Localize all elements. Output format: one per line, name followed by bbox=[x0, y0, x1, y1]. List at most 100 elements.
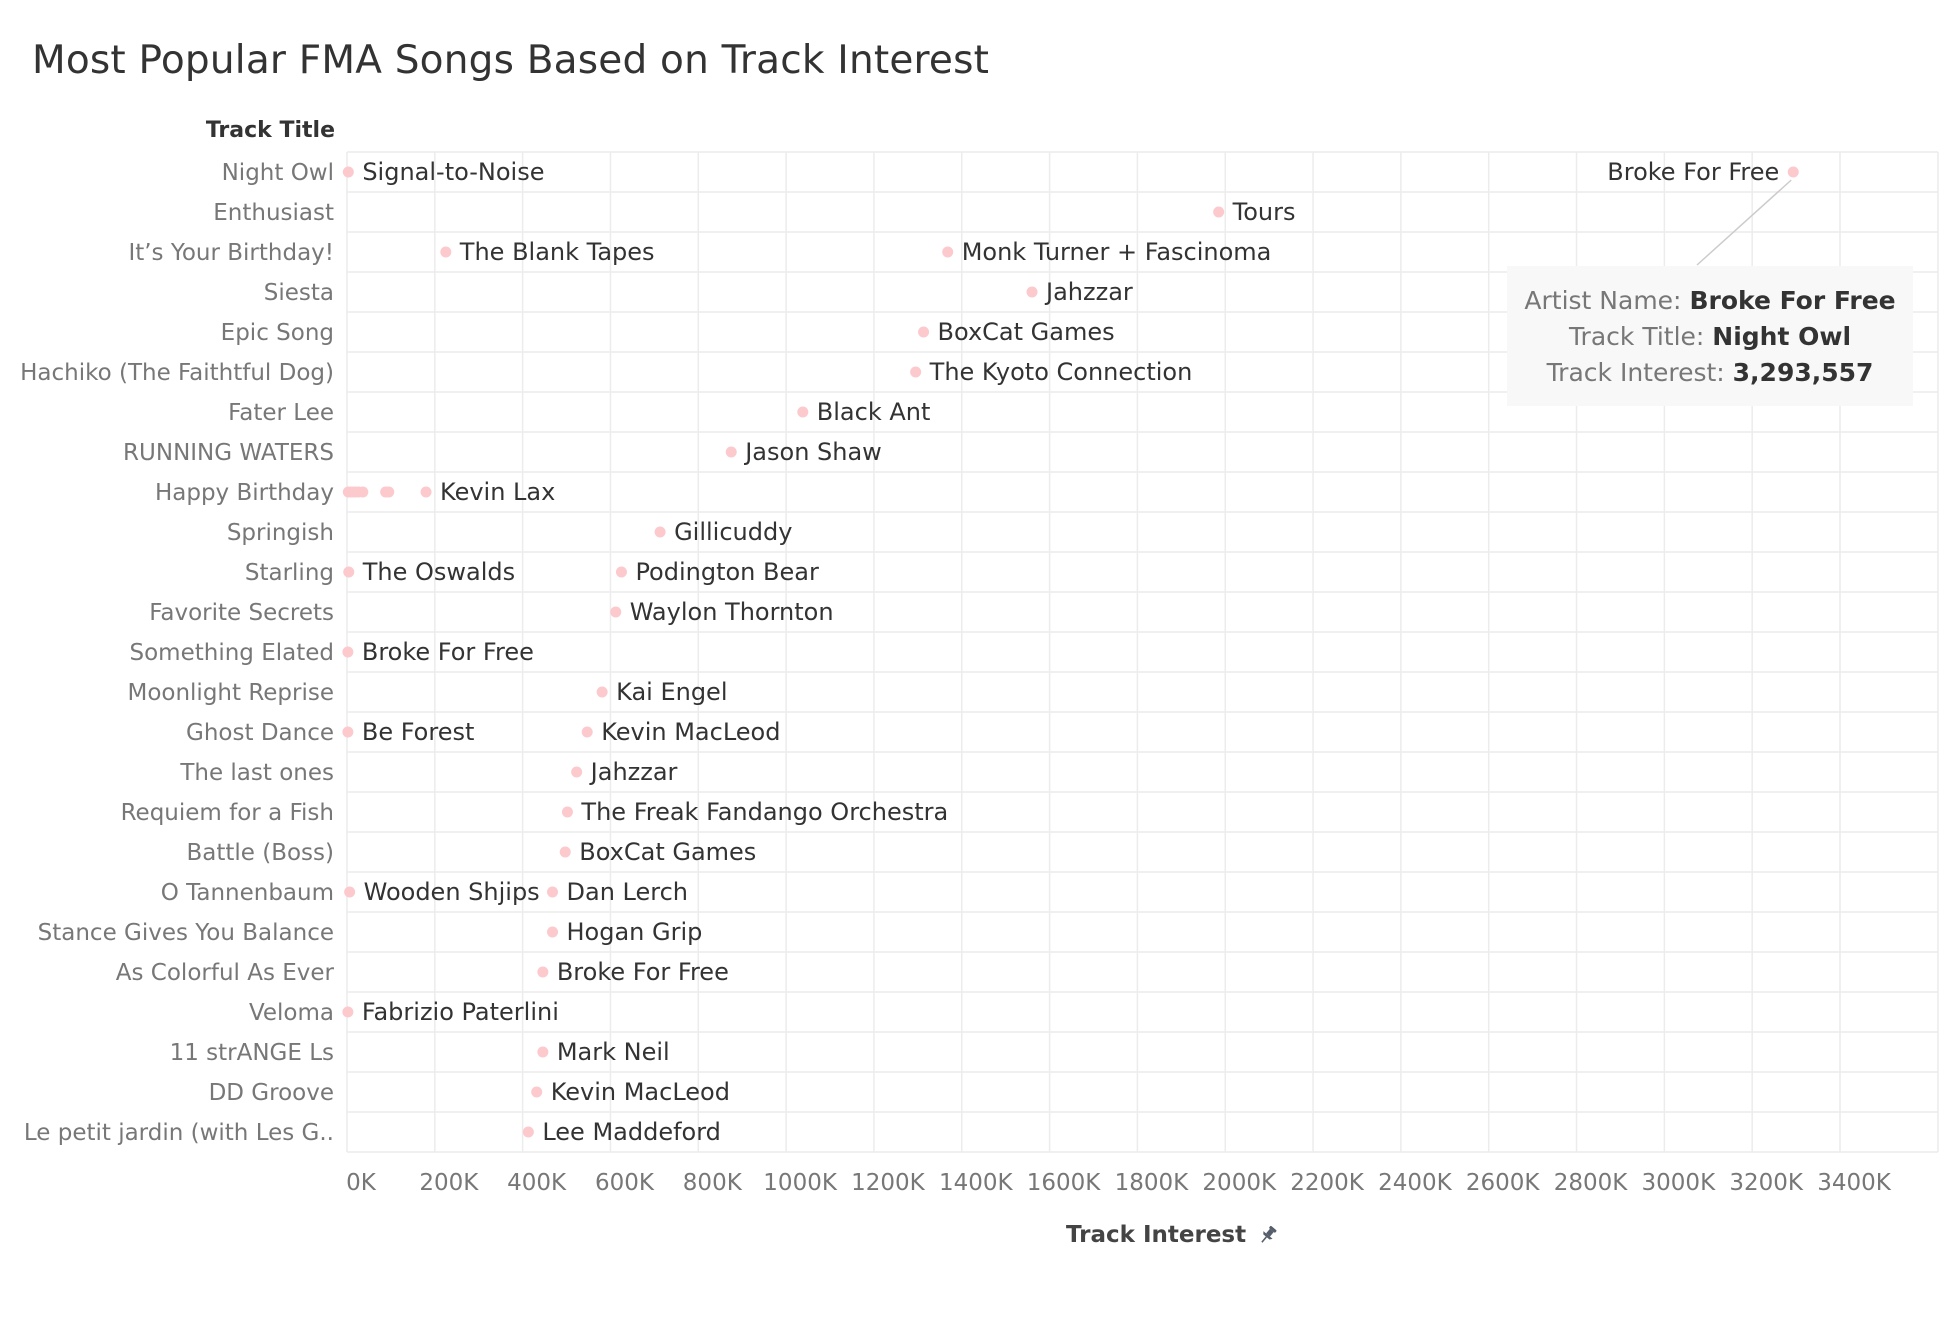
row-label: Fater Lee bbox=[228, 400, 334, 426]
data-point[interactable] bbox=[581, 726, 593, 738]
row-label: RUNNING WATERS bbox=[123, 440, 334, 466]
data-point[interactable] bbox=[561, 806, 573, 818]
data-point[interactable] bbox=[725, 446, 737, 458]
data-point[interactable] bbox=[918, 326, 930, 338]
row-label: O Tannenbaum bbox=[161, 880, 334, 906]
point-label: Kevin MacLeod bbox=[551, 1078, 730, 1106]
data-point[interactable] bbox=[342, 646, 354, 658]
row-label: Stance Gives You Balance bbox=[38, 920, 334, 946]
row-label: DD Groove bbox=[209, 1080, 334, 1106]
chart-title: Most Popular FMA Songs Based on Track In… bbox=[32, 38, 990, 83]
data-point[interactable] bbox=[547, 886, 559, 898]
point-label: Black Ant bbox=[817, 398, 931, 426]
row-label: Night Owl bbox=[222, 160, 334, 186]
data-point[interactable] bbox=[357, 486, 369, 498]
row-label: Ghost Dance bbox=[186, 720, 334, 746]
data-point[interactable] bbox=[522, 1126, 534, 1138]
point-label: Fabrizio Paterlini bbox=[362, 998, 559, 1026]
point-label: Kevin Lax bbox=[440, 478, 555, 506]
row-label: As Colorful As Ever bbox=[116, 960, 335, 986]
tooltip-interest-row: Track Interest: 3,293,557 bbox=[1507, 355, 1913, 391]
data-points[interactable] bbox=[342, 166, 1799, 1138]
x-tick-label: 1600K bbox=[1027, 1170, 1102, 1196]
x-tick-label: 2000K bbox=[1202, 1170, 1277, 1196]
row-label: Something Elated bbox=[130, 640, 334, 666]
point-label: BoxCat Games bbox=[938, 318, 1115, 346]
row-label: Battle (Boss) bbox=[186, 840, 334, 866]
data-point[interactable] bbox=[383, 486, 395, 498]
row-label: Siesta bbox=[264, 280, 334, 306]
row-label: Veloma bbox=[249, 1000, 334, 1026]
data-point[interactable] bbox=[1026, 286, 1038, 298]
point-label: Wooden Shjips bbox=[364, 878, 540, 906]
data-point[interactable] bbox=[596, 686, 608, 698]
data-point[interactable] bbox=[420, 486, 432, 498]
data-point[interactable] bbox=[342, 726, 354, 738]
point-label: Broke For Free bbox=[362, 638, 534, 666]
row-label: Starling bbox=[245, 560, 334, 586]
x-tick-label: 2800K bbox=[1554, 1170, 1629, 1196]
data-point[interactable] bbox=[571, 766, 583, 778]
data-point[interactable] bbox=[910, 366, 922, 378]
tooltip-artist-row: Artist Name: Broke For Free bbox=[1507, 283, 1913, 319]
point-label: Signal-to-Noise bbox=[362, 158, 544, 186]
row-label: Enthusiast bbox=[213, 200, 334, 226]
row-label: It’s Your Birthday! bbox=[128, 240, 334, 266]
x-tick-label: 2200K bbox=[1290, 1170, 1365, 1196]
data-point[interactable] bbox=[547, 926, 559, 938]
x-tick-label: 1800K bbox=[1115, 1170, 1190, 1196]
data-point[interactable] bbox=[610, 606, 622, 618]
data-point[interactable] bbox=[942, 246, 954, 258]
point-label: Jahzzar bbox=[589, 758, 678, 786]
point-label: Mark Neil bbox=[557, 1038, 670, 1066]
row-label: Le petit jardin (with Les G.. bbox=[24, 1120, 334, 1146]
tooltip-interest-value: 3,293,557 bbox=[1732, 358, 1874, 387]
row-header: Track Title bbox=[205, 118, 335, 143]
row-label: Requiem for a Fish bbox=[121, 800, 334, 826]
tooltip-track-value: Night Owl bbox=[1712, 322, 1852, 351]
grid-lines bbox=[346, 151, 1939, 1153]
data-point[interactable] bbox=[1213, 206, 1225, 218]
x-axis-title: Track Interest bbox=[1066, 1222, 1280, 1248]
x-tick-label: 600K bbox=[595, 1170, 655, 1196]
point-label: Podington Bear bbox=[635, 558, 819, 586]
data-point[interactable] bbox=[797, 406, 809, 418]
data-point[interactable] bbox=[342, 1006, 354, 1018]
x-tick-label: 2400K bbox=[1378, 1170, 1453, 1196]
data-point[interactable] bbox=[342, 166, 354, 178]
data-point[interactable] bbox=[654, 526, 666, 538]
point-label: Dan Lerch bbox=[567, 878, 689, 906]
x-tick-label: 3400K bbox=[1817, 1170, 1892, 1196]
point-label: Broke For Free bbox=[1607, 158, 1779, 186]
row-label: The last ones bbox=[179, 760, 334, 786]
row-label: Hachiko (The Faithtful Dog) bbox=[20, 360, 334, 386]
data-point[interactable] bbox=[615, 566, 627, 578]
point-label: Gillicuddy bbox=[674, 518, 792, 546]
point-label: Jason Shaw bbox=[743, 438, 882, 466]
x-tick-label: 800K bbox=[683, 1170, 743, 1196]
point-label: The Blank Tapes bbox=[459, 238, 655, 266]
point-label: Waylon Thornton bbox=[630, 598, 834, 626]
data-point[interactable] bbox=[537, 966, 549, 978]
data-point[interactable] bbox=[344, 886, 356, 898]
pin-icon[interactable] bbox=[1256, 1223, 1280, 1247]
point-label: The Oswalds bbox=[362, 558, 515, 586]
point-label: Tours bbox=[1232, 198, 1296, 226]
x-tick-label: 200K bbox=[419, 1170, 479, 1196]
point-label: The Freak Fandango Orchestra bbox=[580, 798, 948, 826]
data-point[interactable] bbox=[440, 246, 452, 258]
data-point[interactable] bbox=[1787, 166, 1799, 178]
point-label: Jahzzar bbox=[1044, 278, 1133, 306]
row-label: Favorite Secrets bbox=[149, 600, 334, 626]
data-point[interactable] bbox=[531, 1086, 543, 1098]
data-point[interactable] bbox=[537, 1046, 549, 1058]
row-label: Moonlight Reprise bbox=[127, 680, 334, 706]
x-tick-label: 1400K bbox=[939, 1170, 1014, 1196]
data-point[interactable] bbox=[559, 846, 571, 858]
tooltip: Artist Name: Broke For Free Track Title:… bbox=[1507, 266, 1913, 406]
point-label: Broke For Free bbox=[557, 958, 729, 986]
point-label: The Kyoto Connection bbox=[929, 358, 1193, 386]
data-point[interactable] bbox=[343, 566, 355, 578]
row-labels: Night Owl Enthusiast It’s Your Birthday! Si… bbox=[20, 160, 334, 1146]
